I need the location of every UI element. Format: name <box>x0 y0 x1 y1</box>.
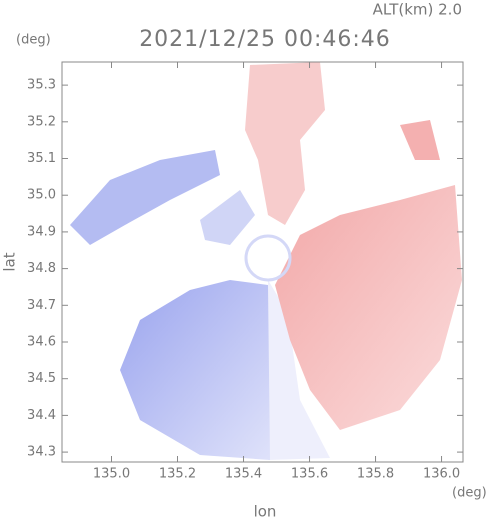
x-label: lon <box>254 503 277 521</box>
y-tick-label: 35.3 <box>27 78 56 93</box>
y-tick-label: 34.7 <box>27 298 56 313</box>
blue-region <box>120 280 270 460</box>
radar-image <box>70 62 462 460</box>
y-label: lat <box>1 252 19 271</box>
y-tick-label: 34.8 <box>27 261 56 276</box>
y-tick-label: 34.9 <box>27 224 56 239</box>
x-tick-label: 136.0 <box>423 467 460 482</box>
plot-frame <box>61 61 464 463</box>
y-tick-label: 34.4 <box>27 408 56 423</box>
pink-region <box>275 185 462 430</box>
x-tick-label: 135.2 <box>159 467 196 482</box>
x-tick-label: 135.0 <box>93 467 130 482</box>
y-tick-label: 34.5 <box>27 371 56 386</box>
x-tick-label: 135.8 <box>357 467 394 482</box>
y-tick-label: 35.0 <box>27 188 56 203</box>
y-tick-label: 35.1 <box>27 151 56 166</box>
x-tick-label: 135.6 <box>291 467 328 482</box>
y-tick-label: 34.3 <box>27 445 56 460</box>
chart-title: 2021/12/25 00:46:46 <box>139 27 391 52</box>
x-tick-label: 135.4 <box>225 467 262 482</box>
subtitle: ALT(km) 2.0 <box>373 1 462 19</box>
x-unit: (deg) <box>452 486 487 501</box>
y-unit: (deg) <box>16 33 51 48</box>
y-tick-label: 35.2 <box>27 114 56 129</box>
y-tick-label: 34.6 <box>27 335 56 350</box>
